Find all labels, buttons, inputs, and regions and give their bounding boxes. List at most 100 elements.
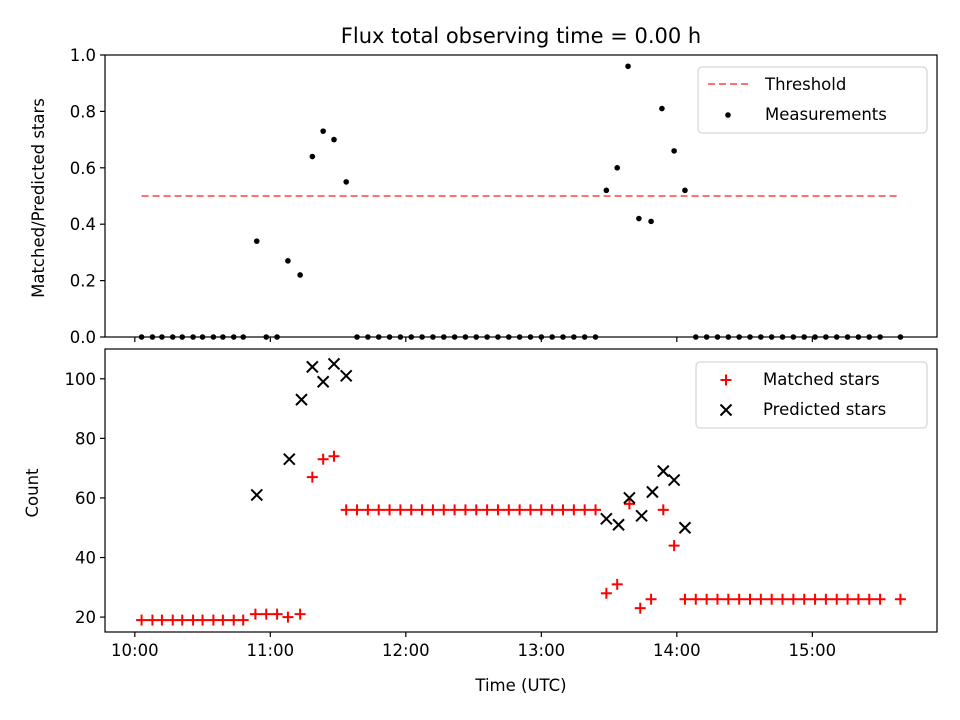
matched-point (384, 504, 396, 516)
matched-point (679, 593, 691, 605)
matched-point (777, 593, 789, 605)
matched-point (755, 593, 767, 605)
predicted-point (623, 491, 636, 505)
legend-cross-glyph (719, 403, 733, 417)
series-predicted-stars (250, 357, 692, 534)
matched-point (394, 504, 406, 516)
matched-point (481, 504, 493, 516)
matched-point (146, 614, 158, 626)
x-tick-label: 14:00 (653, 641, 701, 660)
matched-point (568, 504, 580, 516)
matched-point (340, 504, 352, 516)
predicted-point (635, 509, 648, 523)
matched-point (317, 453, 329, 465)
matched-point (600, 587, 612, 599)
predicted-point (339, 369, 353, 383)
matched-point (809, 593, 821, 605)
matched-point (470, 504, 482, 516)
bottom-legend-frame (695, 361, 928, 429)
matched-point (645, 593, 657, 605)
matched-point (744, 593, 756, 605)
measurement-point (636, 215, 642, 222)
y-tick-label: 0.4 (70, 215, 96, 234)
matched-point (282, 611, 294, 623)
measurement-point (343, 179, 349, 185)
matched-point (362, 504, 374, 516)
matched-point (503, 504, 515, 516)
matched-point (766, 593, 778, 605)
y-tick-label: 0.6 (70, 159, 96, 178)
predicted-point (327, 357, 341, 371)
measurement-point (285, 258, 291, 264)
y-tick-label: 0.0 (70, 328, 96, 347)
matched-point (217, 614, 229, 626)
matched-point (427, 504, 439, 516)
matched-point (156, 614, 168, 626)
matched-point (176, 614, 188, 626)
matched-point (373, 504, 385, 516)
x-tick-label: 15:00 (789, 641, 837, 660)
matched-point (668, 540, 680, 552)
matched-point (167, 614, 179, 626)
matched-point (351, 504, 363, 516)
y-tick-label: 80 (75, 429, 96, 448)
top-y-axis-label: Matched/Predicted stars (29, 98, 48, 298)
matched-point (623, 498, 635, 510)
measurement-point (659, 105, 665, 112)
series-matched-stars (136, 450, 906, 626)
bottom-x-axis-label: Time (UTC) (474, 676, 566, 695)
matched-point (271, 608, 283, 620)
matched-point (187, 614, 199, 626)
predicted-point (657, 464, 670, 478)
matched-point (416, 504, 428, 516)
matched-point (701, 593, 713, 605)
predicted-point (600, 512, 613, 526)
matched-point (524, 504, 536, 516)
matched-point (535, 504, 547, 516)
matched-point (590, 504, 602, 516)
matched-point (197, 614, 209, 626)
matched-point (228, 614, 240, 626)
legend-threshold-label: Threshold (764, 75, 846, 94)
matched-point (733, 593, 745, 605)
y-tick-label: 100 (65, 370, 97, 389)
matched-point (579, 504, 591, 516)
predicted-point (612, 518, 625, 531)
measurement-point (603, 187, 610, 194)
matched-point (863, 593, 875, 605)
predicted-point (646, 485, 659, 499)
matched-point (557, 504, 569, 516)
chart-title: Flux total observing time = 0.00 h (341, 24, 701, 48)
matched-point (306, 471, 318, 483)
legend-matched-marker (720, 374, 732, 386)
predicted-point (306, 360, 319, 374)
matched-point (207, 614, 219, 626)
measurement-point (671, 148, 677, 154)
top-axes-frame (104, 54, 938, 338)
predicted-point (678, 521, 692, 534)
top-legend-frame (697, 66, 928, 134)
matched-point (328, 450, 340, 462)
predicted-point (250, 488, 263, 502)
matched-point (249, 608, 261, 620)
y-tick-label: 0.8 (70, 102, 96, 121)
matched-point (711, 593, 723, 605)
matched-point (514, 504, 526, 516)
matched-point (842, 593, 854, 605)
y-tick-label: 0.2 (70, 272, 96, 291)
predicted-point (295, 393, 308, 406)
predicted-point (667, 473, 681, 487)
bottom-y-axis-label: Count (23, 468, 42, 518)
matched-point (820, 593, 832, 605)
measurement-point (682, 187, 688, 194)
bottom-axes: 10:00 11:00 12:00 13:00 14:00 15:00 20 40 60 80 10… (65, 348, 938, 660)
x-tick-label: 13:00 (518, 641, 566, 660)
matched-point (438, 504, 450, 516)
legend-plus-glyph (720, 374, 732, 386)
matched-point (294, 608, 306, 620)
measurement-point (648, 218, 654, 225)
matched-point (657, 504, 669, 516)
top-axes: 0.0 0.2 0.4 0.6 0.8 1.0 (70, 46, 938, 347)
top-legend: Threshold Measurements (697, 66, 928, 134)
